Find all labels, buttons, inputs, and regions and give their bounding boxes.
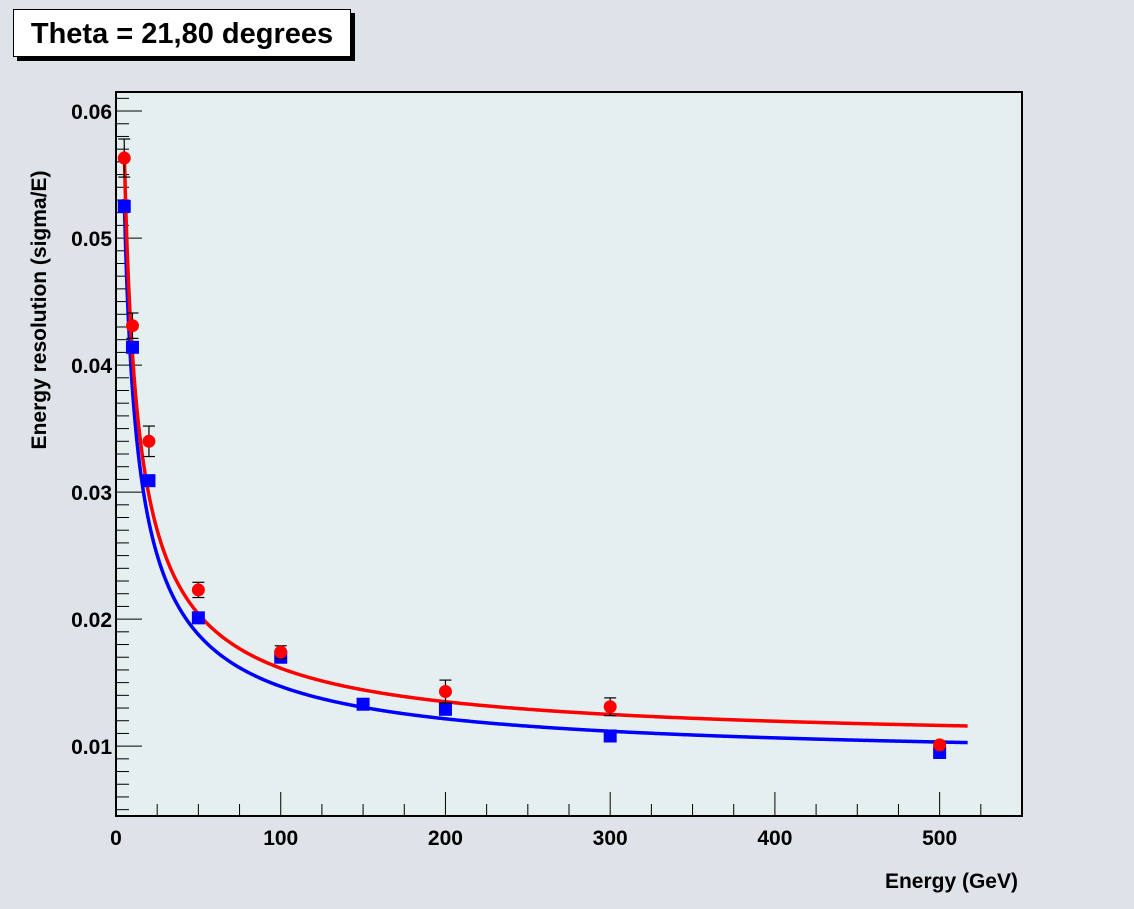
chart-title: Theta = 21,80 degrees [30,18,334,50]
data-points [117,138,947,759]
y-tick-label: 0.02 [71,609,112,632]
data-point-red [191,583,205,597]
data-point-red [438,685,452,699]
x-axis: 0 100 200 300 400 500 [110,792,1023,850]
data-point-blue [191,611,205,625]
title-box: Theta = 21,80 degrees [13,9,351,57]
x-tick-label: 200 [428,827,463,850]
data-point-blue [125,340,139,354]
x-tick-label: 500 [922,827,957,850]
y-tick-label: 0.05 [71,228,112,251]
y-axis-title: Energy resolution (sigma/E) [28,171,51,450]
data-point-red [117,151,131,165]
data-point-blue [142,474,156,488]
y-tick-label: 0.03 [71,482,112,505]
data-point-blue [356,697,370,711]
data-point-red [142,434,156,448]
fit-curve-blue [122,198,968,745]
data-point-red [933,738,947,752]
y-tick-label: 0.06 [71,101,112,124]
data-point-blue [117,199,131,213]
fit-curves [122,151,968,745]
x-tick-label: 0 [110,827,122,850]
x-tick-label: 300 [593,827,628,850]
plot-frame [115,91,1023,817]
fit-curve-red [122,151,968,728]
data-point-red [603,700,617,714]
x-tick-label: 100 [263,827,298,850]
x-axis-title: Energy (GeV) [885,870,1018,893]
y-axis: 0.01 0.02 0.03 0.04 0.05 0.06 [71,97,142,811]
data-point-red [274,645,288,659]
data-point-blue [438,702,452,716]
y-tick-label: 0.01 [71,736,112,759]
y-tick-label: 0.04 [71,355,112,378]
data-point-blue [603,729,617,743]
x-tick-label: 400 [757,827,792,850]
data-point-red [125,319,139,333]
